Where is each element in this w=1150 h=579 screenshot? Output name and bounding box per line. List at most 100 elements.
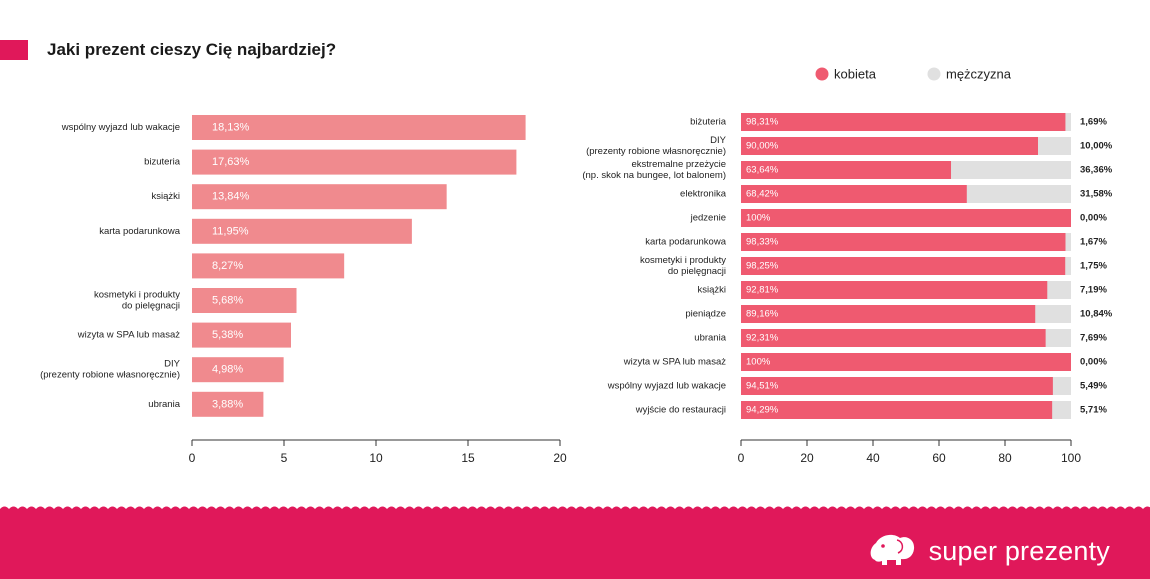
category-label: wyjście do restauracji xyxy=(635,405,726,416)
bar-female xyxy=(741,185,967,203)
x-tick-label: 40 xyxy=(866,451,880,465)
bar-female xyxy=(741,233,1066,251)
category-label: biżuteria xyxy=(690,117,727,128)
x-tick-label: 100 xyxy=(1061,451,1081,465)
bar-female xyxy=(741,209,1071,227)
bar-male-label: 0,00% xyxy=(1080,213,1107,224)
bar xyxy=(192,357,284,383)
bar-male-label: 5,71% xyxy=(1080,405,1107,416)
x-tick-label: 80 xyxy=(998,451,1012,465)
bar-female xyxy=(741,137,1038,155)
bar-female xyxy=(741,257,1066,275)
category-label: ekstremalne przeżycie (np. skok na bungee… xyxy=(582,159,726,181)
bar xyxy=(192,391,264,417)
category-label: elektronika xyxy=(680,189,727,200)
x-tick-label: 20 xyxy=(800,451,814,465)
x-tick-label: 0 xyxy=(189,451,196,465)
category-label: wspólny wyjazd lub wakacje xyxy=(61,122,180,133)
bar-male-label: 0,00% xyxy=(1080,357,1107,368)
bar-male-label: 5,49% xyxy=(1080,381,1107,392)
x-tick-label: 10 xyxy=(369,451,383,465)
bar-value-label: 13,84% xyxy=(212,191,250,203)
category-label: kosmetyki i produkty do pielęgnacji xyxy=(94,290,180,312)
bar-female xyxy=(741,353,1071,371)
bar-male-label: 1,75% xyxy=(1080,261,1107,272)
legend-marker xyxy=(927,67,941,81)
x-tick-label: 60 xyxy=(932,451,946,465)
legend-label: mężczyzna xyxy=(946,67,1012,82)
bar-female-label: 98,31% xyxy=(746,117,779,128)
category-label: kosmetyki i produkty do pielęgnacji xyxy=(640,255,726,277)
bar-male-label: 31,58% xyxy=(1080,189,1113,200)
bar-female-label: 92,31% xyxy=(746,333,779,344)
bar-female-label: 89,16% xyxy=(746,309,779,320)
bar-male-label: 36,36% xyxy=(1080,165,1113,176)
bar-value-label: 17,63% xyxy=(212,156,250,168)
legend-label: kobieta xyxy=(834,67,877,82)
category-label: książki xyxy=(151,191,180,202)
category-label: DIY (prezenty robione własnoręcznie) xyxy=(40,359,181,381)
bar xyxy=(192,253,345,279)
bar-female xyxy=(741,377,1053,395)
chart-legend: kobieta mężczyzna xyxy=(815,67,1012,82)
x-tick-label: 0 xyxy=(738,451,745,465)
title-accent-bar xyxy=(0,40,28,60)
category-label: ubrania xyxy=(148,399,180,410)
bar-male-label: 7,69% xyxy=(1080,333,1107,344)
category-label: bizuteria xyxy=(144,157,181,168)
footer-wave xyxy=(0,506,1150,579)
category-label: karta podarunkowa xyxy=(645,237,727,248)
x-tick-label: 5 xyxy=(281,451,288,465)
bar-male-label: 10,84% xyxy=(1080,309,1113,320)
bar-female xyxy=(741,305,1036,323)
bar xyxy=(192,149,517,175)
category-label: wizyta w SPA lub masaż xyxy=(77,330,181,341)
bar-male-label: 7,19% xyxy=(1080,285,1107,296)
charts-canvas: 18,13% wspólny wyjazd lub wakacje 17,63% bi… xyxy=(40,67,1113,466)
bar-female-label: 98,25% xyxy=(746,261,779,272)
bar-value-label: 5,38% xyxy=(212,329,243,341)
elephant-icon xyxy=(867,530,919,573)
x-tick-label: 20 xyxy=(553,451,567,465)
bar-female xyxy=(741,329,1046,347)
bar-female-label: 100% xyxy=(746,357,771,368)
bar-female-label: 100% xyxy=(746,213,771,224)
bar-female-label: 90,00% xyxy=(746,141,779,152)
bar-value-label: 8,27% xyxy=(212,260,243,272)
category-label: książki xyxy=(697,285,726,296)
bar-male-label: 10,00% xyxy=(1080,141,1113,152)
brand-name: super prezenty xyxy=(928,536,1110,566)
bar-value-label: 18,13% xyxy=(212,122,250,134)
category-label: wspólny wyjazd lub wakacje xyxy=(607,381,726,392)
bar xyxy=(192,218,412,244)
bar-male-label: 1,69% xyxy=(1080,117,1107,128)
bar-female xyxy=(741,161,952,179)
bar-female xyxy=(741,281,1048,299)
category-label: karta podarunkowa xyxy=(99,226,181,237)
gender-stacked-bar-chart: 98,31% 1,69% biżuteria 90,00% 10,00% DIY (prez… xyxy=(582,113,1113,465)
bar-female-label: 63,64% xyxy=(746,165,779,176)
bar xyxy=(192,115,526,140)
category-label: ubrania xyxy=(694,333,726,344)
bar-female-label: 98,33% xyxy=(746,237,779,248)
x-tick-label: 15 xyxy=(461,451,475,465)
bar-female xyxy=(741,113,1066,131)
bar-female xyxy=(741,401,1053,419)
bar-value-label: 5,68% xyxy=(212,295,243,307)
bar-female-label: 94,51% xyxy=(746,381,779,392)
category-label: jedzenie xyxy=(690,213,726,224)
category-label: pieniądze xyxy=(685,309,726,320)
bar xyxy=(192,288,297,313)
bar-male-label: 1,67% xyxy=(1080,237,1107,248)
bar-female-label: 92,81% xyxy=(746,285,779,296)
bar-value-label: 11,95% xyxy=(212,225,249,237)
brand-logo: super prezenty xyxy=(867,530,1110,573)
bar-value-label: 4,98% xyxy=(212,364,243,376)
legend-marker xyxy=(815,67,829,81)
bar-female-label: 94,29% xyxy=(746,405,779,416)
overall-bar-chart: 18,13% wspólny wyjazd lub wakacje 17,63% bi… xyxy=(40,115,567,465)
footer-band xyxy=(0,506,1150,579)
category-label: wizyta w SPA lub masaż xyxy=(623,357,727,368)
bar-female-label: 68,42% xyxy=(746,189,779,200)
bar xyxy=(192,184,447,210)
